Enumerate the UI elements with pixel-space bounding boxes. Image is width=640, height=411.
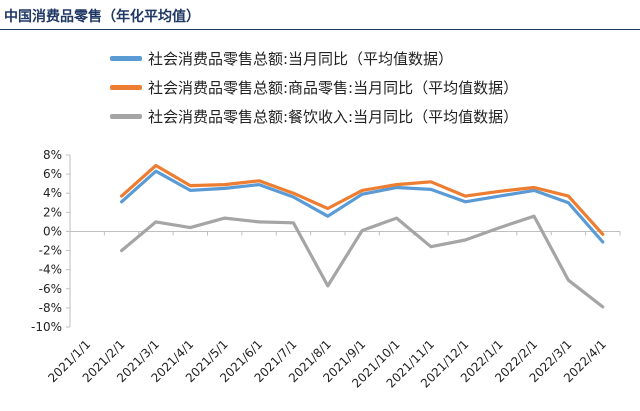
legend-label-catering: 社会消费品零售总额:餐饮收入:当月同比（平均值数据） bbox=[148, 108, 519, 126]
series-lines bbox=[119, 163, 605, 309]
series-line-retail-total bbox=[119, 169, 605, 244]
legend-swatch-retail-total bbox=[110, 56, 142, 61]
legend-label-retail-total: 社会消费品零售总额:当月同比（平均值数据） bbox=[148, 50, 454, 68]
y-tick-label: -10% bbox=[31, 320, 62, 334]
x-axis: 2021/1/12021/2/12021/3/12021/4/12021/5/1… bbox=[45, 230, 621, 391]
legend-swatch-catering bbox=[110, 114, 142, 119]
y-tick-label: 0% bbox=[43, 224, 62, 238]
y-tick-label: 4% bbox=[43, 186, 62, 200]
legend-swatch-goods-retail bbox=[110, 85, 142, 90]
legend-item-catering: 社会消费品零售总额:餐饮收入:当月同比（平均值数据） bbox=[110, 102, 518, 131]
y-tick-label: -4% bbox=[39, 263, 62, 277]
y-tick-label: 2% bbox=[43, 205, 62, 219]
chart-legend: 社会消费品零售总额:当月同比（平均值数据） 社会消费品零售总额:商品零售:当月同… bbox=[110, 44, 518, 131]
legend-label-goods-retail: 社会消费品零售总额:商品零售:当月同比（平均值数据） bbox=[148, 79, 519, 97]
series-line-goods-retail bbox=[119, 163, 605, 236]
y-tick-label: -2% bbox=[39, 244, 62, 258]
title-bar: 中国消费品零售（年化平均值） bbox=[0, 0, 640, 30]
page-title: 中国消费品零售（年化平均值） bbox=[4, 9, 200, 25]
y-tick-label: 6% bbox=[43, 167, 62, 181]
y-tick-label: -6% bbox=[39, 282, 62, 296]
legend-item-goods-retail: 社会消费品零售总额:商品零售:当月同比（平均值数据） bbox=[110, 73, 518, 102]
legend-item-retail-total: 社会消费品零售总额:当月同比（平均值数据） bbox=[110, 44, 518, 73]
y-tick-label: -8% bbox=[39, 301, 62, 315]
y-axis: 8% 6% 4% 2% 0% -2% -4% -6% -8% -10% bbox=[31, 148, 71, 334]
series-line-catering bbox=[119, 214, 605, 309]
y-tick-label: 8% bbox=[43, 148, 62, 162]
